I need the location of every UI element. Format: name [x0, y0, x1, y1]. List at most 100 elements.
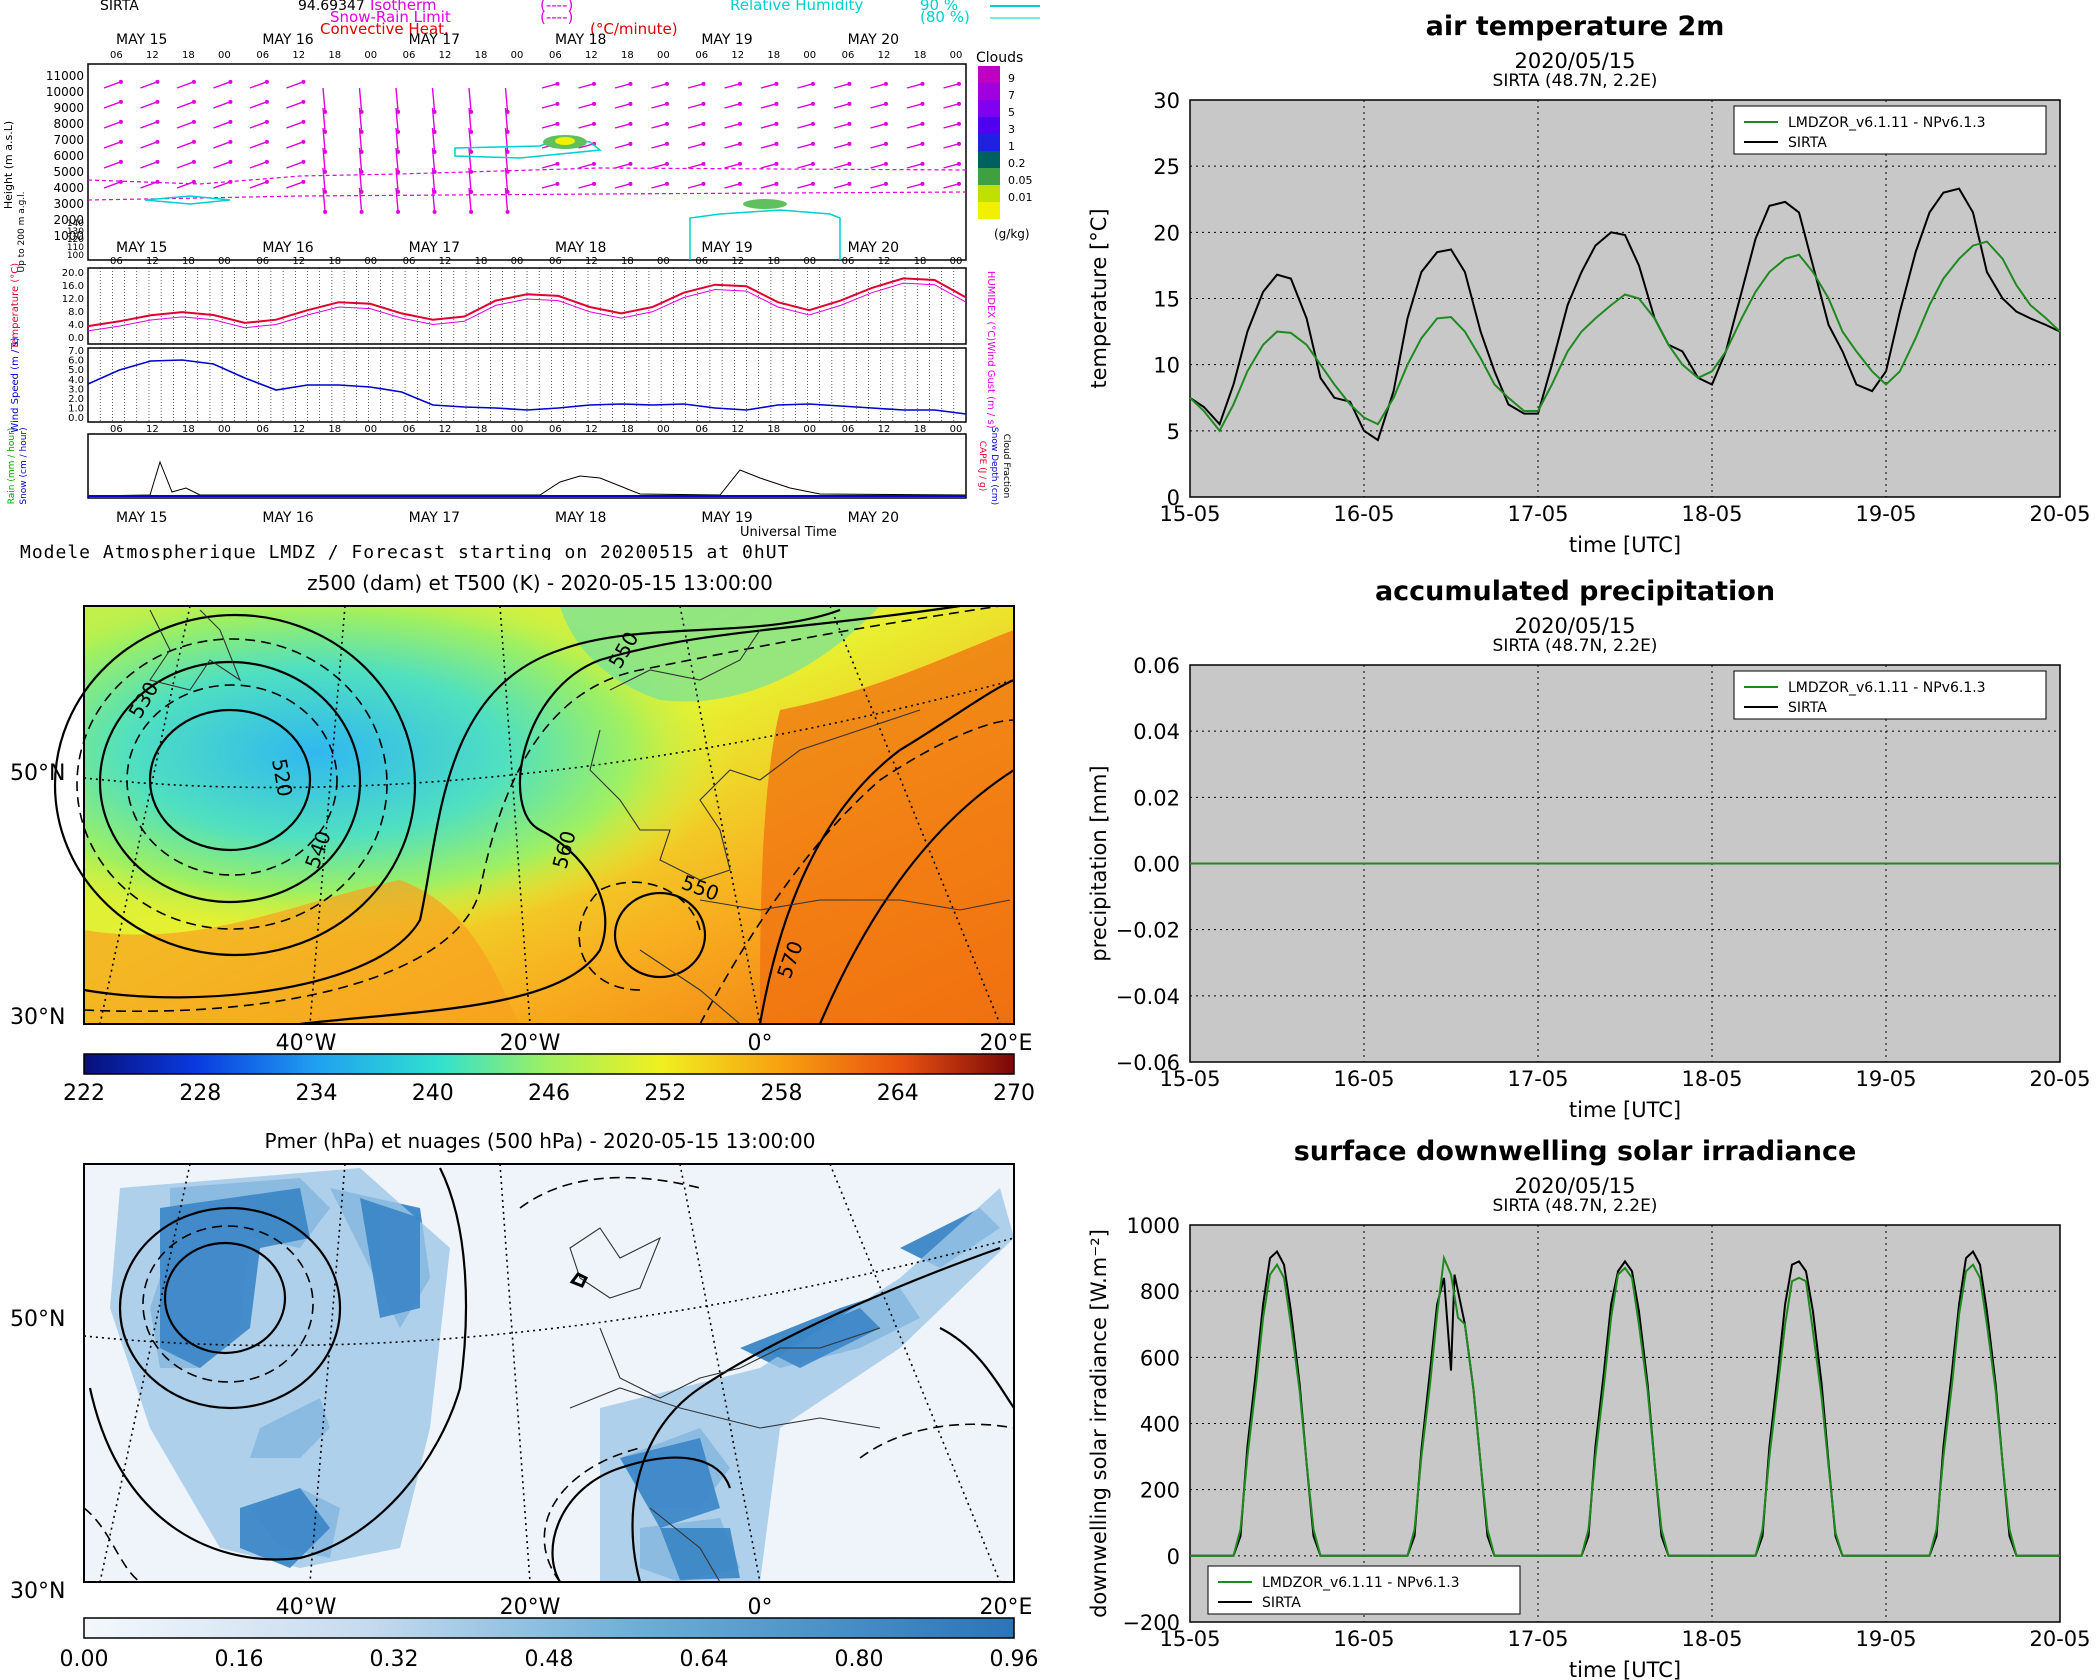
hour-label: 18: [621, 424, 634, 435]
snowdepth-axis-label: Snow Depth (cm): [989, 427, 999, 505]
day-label: MAY 18: [555, 510, 606, 526]
svg-text:50°N: 50°N: [10, 1307, 65, 1332]
height-tick: 9000: [53, 101, 84, 115]
hour-label: 18: [621, 256, 634, 267]
x-tick-label: 18-05: [1681, 1067, 1742, 1091]
z500-map-panel: z500 (dam) et T500 (K) - 2020-05-15 13:0…: [10, 571, 1035, 1106]
y-tick-label: 15: [1153, 288, 1180, 312]
colorbar-tick: 0.00: [60, 1647, 109, 1672]
y-tick-label: 0: [1167, 486, 1180, 510]
x-tick-label: 20-05: [2029, 1627, 2090, 1651]
hour-label: 18: [182, 50, 195, 61]
low-tick: 100: [67, 251, 84, 261]
hour-label: 12: [146, 256, 159, 267]
hour-label: 06: [842, 424, 855, 435]
hour-label: 06: [403, 256, 416, 267]
hour-label: 06: [549, 424, 562, 435]
wind-ticks: 7.06.05.04.03.02.01.00.0: [68, 346, 84, 424]
hour-label: 12: [439, 256, 452, 267]
y-axis-label: precipitation [mm]: [1087, 765, 1111, 961]
svg-text:20°E: 20°E: [980, 1595, 1033, 1620]
colorbar-tick: 0.32: [370, 1647, 419, 1672]
hour-label: 18: [914, 256, 927, 267]
height-tick: 7000: [53, 133, 84, 147]
hour-label: 00: [511, 50, 524, 61]
z500-lon-labels: 40°W 20°W 0° 20°E: [276, 1031, 1033, 1056]
hour-label: 12: [731, 50, 744, 61]
colorbar-tick: 234: [296, 1081, 338, 1106]
colorbar-tick: 240: [412, 1081, 454, 1106]
hour-label: 12: [439, 424, 452, 435]
temperature-ticks: 20.0 16.0 12.0 8.0 4.0 0.0: [62, 268, 84, 344]
y-tick-label: 600: [1140, 1346, 1180, 1370]
y-axis-label: downwelling solar irradiance [W.m⁻²]: [1087, 1229, 1111, 1618]
height-ticks: 11000 10000 9000 8000 7000 6000 5000 4000 3000 20…: [46, 69, 84, 261]
precipitation-chart: accumulated precipitation2020/05/15SIRTA…: [1087, 576, 2091, 1122]
hour-label: 06: [403, 50, 416, 61]
y-tick-label: −0.02: [1116, 919, 1180, 943]
hour-label: 18: [914, 424, 927, 435]
temp-tick: 16.0: [62, 281, 84, 292]
hour-label: 18: [767, 50, 780, 61]
day-label: MAY 17: [409, 240, 460, 256]
hour-label: 18: [475, 50, 488, 61]
snow-axis-label: Snow (cm / hour): [19, 427, 29, 504]
precip-panel: [87, 433, 967, 499]
y-tick-label: 1000: [1127, 1214, 1180, 1238]
pmer-colorbar: [83, 1617, 1015, 1639]
hour-label: 18: [182, 424, 195, 435]
humidex-line: [87, 282, 967, 332]
hour-label: 00: [657, 50, 670, 61]
hour-label: 00: [657, 256, 670, 267]
x-axis-label: time [UTC]: [1569, 1658, 1681, 1680]
series-line: [1190, 1254, 2060, 1557]
y-tick-label: 400: [1140, 1413, 1180, 1437]
hour-label: 18: [767, 256, 780, 267]
pmer-colorbar-ticks: 0.00 0.16 0.32 0.48 0.64 0.80 0.96: [60, 1647, 1039, 1672]
hour-label: 06: [110, 256, 123, 267]
hour-label: 12: [878, 256, 891, 267]
hour-label: 12: [878, 424, 891, 435]
hour-label: 12: [585, 50, 598, 61]
hour-label: 00: [364, 256, 377, 267]
legend-rh-90: 90 %: [920, 0, 958, 14]
y-tick-label: 800: [1140, 1280, 1180, 1304]
cloud-tick: 1: [1008, 140, 1015, 153]
svg-text:50°N: 50°N: [10, 761, 65, 786]
hour-label: 18: [914, 50, 927, 61]
colorbar-tick: 228: [179, 1081, 221, 1106]
height-tick: 3000: [53, 197, 84, 211]
temperature-panel: [87, 267, 967, 345]
colorbar-tick: 270: [993, 1081, 1035, 1106]
hour-label: 00: [511, 424, 524, 435]
z500-colorbar: [83, 1053, 1015, 1075]
y-tick-label: −0.06: [1116, 1051, 1180, 1075]
colorbar-tick: 252: [644, 1081, 686, 1106]
wind-axis-label: Wind Speed (m / s): [10, 337, 21, 432]
x-tick-label: 19-05: [1855, 1627, 1916, 1651]
day-label: MAY 16: [262, 510, 313, 526]
svg-text:0°: 0°: [748, 1031, 773, 1056]
wind-speed-line: [87, 359, 967, 415]
chart-title: surface downwelling solar irradiance: [1294, 1136, 1857, 1167]
x-tick-label: 20-05: [2029, 502, 2090, 526]
temp-tick: 4.0: [68, 320, 84, 331]
svg-text:20°E: 20°E: [980, 1031, 1033, 1056]
pmer-map-title: Pmer (hPa) et nuages (500 hPa) - 2020-05…: [265, 1129, 816, 1153]
legend-label: SIRTA: [1788, 135, 1827, 151]
svg-text:30°N: 30°N: [10, 1005, 65, 1030]
series-line: [1189, 187, 2061, 442]
hour-label: 18: [328, 424, 341, 435]
hour-label: 00: [803, 424, 816, 435]
x-tick-label: 16-05: [1333, 1627, 1394, 1651]
temperature-line: [87, 277, 967, 328]
hour-label: 18: [182, 256, 195, 267]
svg-text:30°N: 30°N: [10, 1579, 65, 1604]
legend-rh: Relative Humidity: [730, 0, 863, 14]
y-tick-label: 10: [1153, 354, 1180, 378]
temp-tick: 20.0: [62, 268, 84, 279]
hour-label: 12: [146, 424, 159, 435]
cloud-tick: 0.2: [1008, 157, 1026, 170]
low-tick: 140: [67, 219, 84, 229]
y-tick-label: 20: [1153, 221, 1180, 245]
